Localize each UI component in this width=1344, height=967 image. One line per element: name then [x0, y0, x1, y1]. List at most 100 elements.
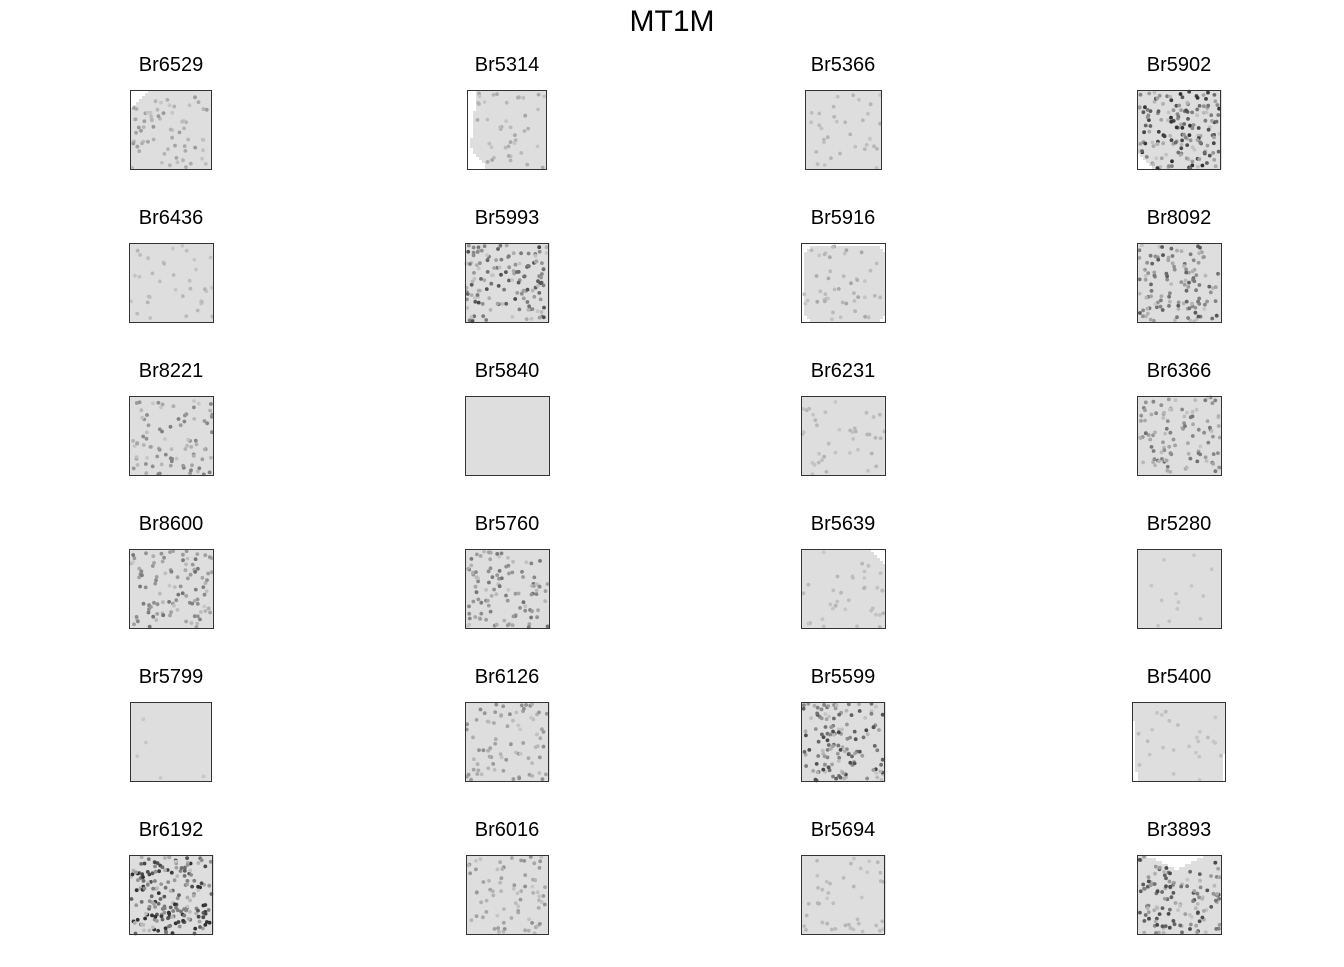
panel-title: Br5902 [1049, 52, 1309, 78]
expression-spot [836, 95, 840, 99]
expression-spot [1138, 142, 1142, 146]
expression-spot [166, 98, 170, 102]
expression-spot [526, 127, 530, 131]
expression-spot [1144, 124, 1148, 128]
expression-spot [527, 252, 531, 256]
expression-spot [843, 120, 847, 124]
expression-spot [188, 279, 192, 283]
expression-spot [532, 295, 536, 299]
expression-spot [525, 163, 529, 167]
expression-spot [1212, 136, 1216, 140]
expression-spot [1152, 144, 1156, 148]
tissue-background [805, 90, 881, 169]
expression-spot [204, 162, 208, 166]
expression-spot [527, 304, 531, 308]
expression-spot [504, 146, 508, 150]
panel-title: Br5993 [377, 205, 637, 231]
expression-spot [151, 272, 155, 276]
facet-panel: Br5993 [377, 205, 637, 355]
expression-spot [470, 293, 474, 297]
expression-spot [139, 129, 143, 133]
expression-spot [1142, 110, 1146, 114]
expression-spot [1181, 95, 1185, 99]
expression-spot [823, 163, 827, 167]
expression-spot [489, 282, 493, 286]
expression-spot [189, 287, 193, 291]
expression-spot [136, 145, 140, 149]
expression-spot [530, 317, 534, 321]
expression-spot [542, 315, 546, 319]
expression-spot [1186, 101, 1190, 105]
expression-spot [1153, 91, 1157, 95]
expression-spot [865, 143, 869, 147]
expression-spot [1195, 108, 1199, 112]
expression-spot [1168, 134, 1172, 138]
expression-spot [829, 156, 833, 160]
expression-spot [498, 125, 502, 129]
expression-spot [202, 107, 206, 111]
expression-spot [857, 98, 861, 102]
expression-spot [1191, 145, 1195, 149]
panel-title: Br5916 [713, 205, 973, 231]
expression-spot [1169, 98, 1173, 102]
expression-spot [817, 112, 821, 116]
expression-spot [500, 302, 504, 306]
expression-spot [538, 250, 542, 254]
expression-spot [496, 247, 500, 251]
expression-spot [1159, 118, 1163, 122]
spot-plot [129, 243, 214, 323]
expression-spot [1147, 130, 1151, 134]
expression-spot [1170, 138, 1174, 142]
expression-spot [131, 142, 135, 146]
expression-spot [863, 147, 867, 151]
expression-spot [536, 279, 540, 283]
spot-plot [130, 90, 212, 170]
expression-spot [507, 254, 511, 258]
expression-spot [499, 273, 503, 277]
expression-spot [477, 289, 481, 293]
expression-spot [810, 111, 814, 115]
expression-spot [537, 93, 541, 97]
expression-spot [192, 258, 196, 262]
expression-spot [542, 267, 546, 271]
expression-spot [483, 244, 487, 248]
expression-spot [466, 292, 470, 296]
expression-spot [513, 141, 517, 145]
expression-spot [1195, 113, 1199, 117]
expression-spot [1151, 163, 1155, 167]
expression-spot [1163, 134, 1167, 138]
expression-spot [146, 301, 150, 305]
tissue-background [804, 246, 886, 322]
expression-spot [510, 315, 514, 319]
expression-spot [1206, 91, 1210, 95]
expression-spot [1196, 96, 1200, 100]
expression-spot [486, 258, 490, 262]
expression-spot [476, 118, 480, 122]
expression-spot [185, 249, 189, 253]
expression-spot [1161, 102, 1165, 106]
expression-spot [481, 314, 485, 318]
expression-spot [872, 144, 876, 148]
expression-spot [1147, 114, 1151, 118]
expression-spot [516, 96, 520, 100]
expression-spot [1161, 141, 1165, 145]
expression-spot [159, 101, 163, 105]
expression-spot [157, 114, 161, 118]
expression-spot [467, 244, 471, 248]
expression-spot [1203, 151, 1207, 155]
expression-spot [832, 115, 836, 119]
spot-plot [465, 243, 549, 323]
expression-spot [1191, 160, 1195, 164]
expression-spot [539, 298, 543, 302]
expression-spot [495, 92, 499, 96]
expression-spot [1177, 115, 1181, 119]
expression-spot [476, 250, 480, 254]
expression-spot [172, 273, 176, 277]
expression-spot [861, 118, 865, 122]
expression-spot [1169, 120, 1173, 124]
expression-spot [472, 254, 476, 258]
expression-spot [485, 287, 489, 291]
expression-spot [1154, 156, 1158, 160]
expression-spot [527, 308, 531, 312]
expression-spot [486, 160, 490, 164]
